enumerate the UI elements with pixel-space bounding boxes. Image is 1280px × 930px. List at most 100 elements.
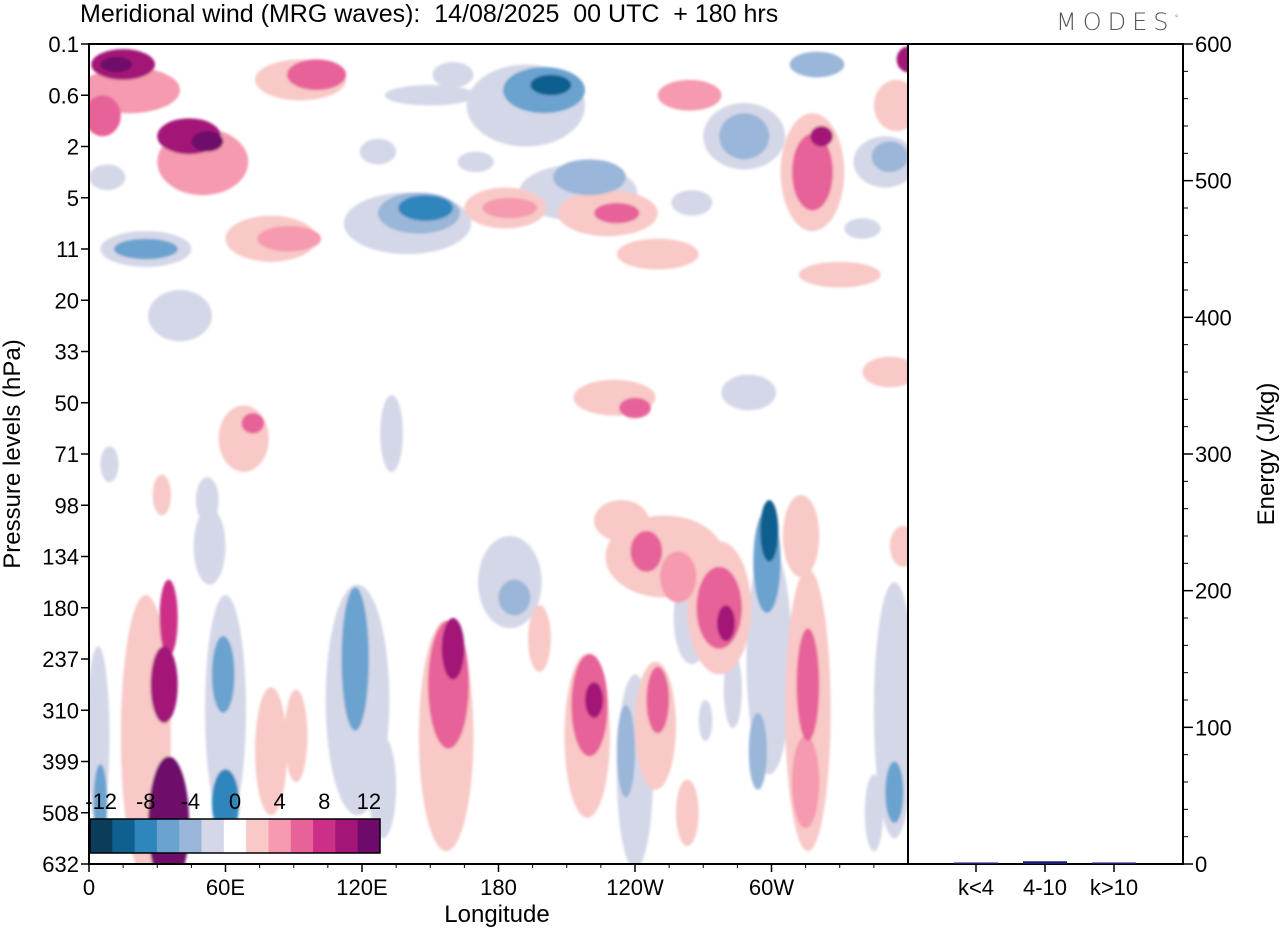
- wind-contour-positive: [873, 79, 908, 132]
- energy-tick-label: 400: [1195, 305, 1232, 330]
- x-tick-label: 120W: [606, 875, 664, 900]
- wind-contour-positive: [255, 687, 287, 816]
- y-tick-label: 11: [56, 237, 79, 262]
- wind-contour-positive: [218, 405, 269, 472]
- wind-contour-positive: [100, 56, 133, 73]
- wind-contour-positive: [528, 605, 551, 672]
- x-tick-label: 60E: [206, 875, 245, 900]
- logo-mark: °: [1174, 14, 1179, 24]
- wind-contour-positive: [284, 689, 308, 782]
- y-tick-label: 98: [55, 493, 79, 518]
- wind-contour-negative: [384, 85, 476, 106]
- pressure-axis: 0.1 0.6 2 5 11 20 33 50 71 98 134 180 237 310 399 508 63…: [42, 32, 89, 877]
- y-tick-label: 134: [42, 545, 79, 570]
- wind-contour-positive: [482, 197, 538, 219]
- colorbar-segment: [246, 819, 269, 853]
- wind-contour-negative: [671, 190, 713, 216]
- wind-contour-positive: [896, 46, 908, 73]
- wind-contour-negative: [359, 138, 397, 165]
- wind-contour-negative: [457, 151, 494, 173]
- wind-contour-negative: [553, 159, 626, 196]
- y-tick-label: 310: [42, 698, 79, 723]
- y2-axis-title: Energy (J/kg): [1253, 383, 1280, 526]
- wind-contour-negative: [616, 705, 636, 798]
- wind-contour-negative: [498, 579, 531, 616]
- wind-contour-negative: [398, 195, 454, 221]
- colorbar-segment: [357, 819, 381, 853]
- y-tick-label: 0.6: [48, 83, 79, 108]
- colorbar-segment: [313, 819, 336, 853]
- energy-category-axis: k<4 4-10 k>10: [958, 864, 1138, 900]
- wind-contour-positive: [782, 495, 820, 577]
- energy-bar: [954, 862, 998, 864]
- wind-contour-positive: [594, 202, 640, 224]
- colorbar-segment: [112, 819, 136, 853]
- energy-bar: [1023, 861, 1067, 864]
- wind-contour-negative: [748, 712, 767, 790]
- x-axis-title: Longitude: [444, 901, 549, 928]
- y-tick-label: 2: [67, 135, 79, 160]
- longitude-axis: 0 60E 120E 180 120W 60W: [83, 864, 875, 900]
- wind-contour-positive: [257, 225, 322, 252]
- wind-contour-positive: [810, 126, 833, 147]
- wind-contour-positive: [660, 551, 697, 603]
- y-tick-label: 508: [42, 801, 79, 826]
- wind-contour-positive: [191, 131, 224, 152]
- wind-contour-negative: [844, 218, 881, 239]
- energy-tick-label: 300: [1195, 442, 1232, 467]
- colorbar-label: -12: [85, 789, 117, 814]
- wind-contour-positive: [159, 579, 178, 657]
- energy-bar: [1092, 862, 1136, 864]
- colorbar: -12 -8 -4 0 4 8 12: [85, 789, 381, 854]
- wind-contour-negative: [789, 51, 845, 78]
- wind-contour-positive: [150, 646, 178, 724]
- wind-contour-positive: [89, 95, 121, 137]
- colorbar-label: -8: [136, 789, 156, 814]
- wind-contour-negative: [148, 290, 212, 342]
- colorbar-segment: [134, 819, 158, 853]
- wind-contour-positive: [862, 356, 908, 388]
- wind-contour-positive: [584, 682, 604, 718]
- energy-tick-label: 500: [1195, 169, 1232, 194]
- energy-category-label: 4-10: [1023, 875, 1067, 900]
- energy-tick-label: 100: [1195, 715, 1232, 740]
- logo-text: MODES: [1056, 8, 1175, 36]
- y-tick-label: 632: [42, 852, 79, 877]
- y-tick-label: 237: [42, 647, 79, 672]
- wind-contour-negative: [341, 587, 369, 731]
- wind-contour-positive: [791, 133, 833, 211]
- energy-tick-label: 600: [1195, 32, 1232, 57]
- wind-contour-negative: [871, 141, 908, 173]
- energy-tick-label: 200: [1195, 579, 1232, 604]
- energy-tick-label: 0: [1195, 852, 1207, 877]
- colorbar-label: 12: [357, 789, 381, 814]
- wind-contour-positive: [889, 525, 908, 567]
- wind-contour-negative: [760, 500, 779, 562]
- colorbar-label: -4: [181, 789, 201, 814]
- wind-contour-positive: [616, 238, 699, 270]
- colorbar-segment: [179, 819, 203, 853]
- energy-axis: 0 100 200 300 400 500 600: [1183, 32, 1232, 877]
- wind-contour-negative: [114, 238, 178, 260]
- wind-contour-positive: [657, 79, 722, 111]
- wind-contour-negative: [719, 113, 770, 160]
- wind-contour-negative: [380, 395, 403, 472]
- wind-contour-positive: [791, 735, 820, 829]
- wind-contour-negative: [721, 374, 777, 411]
- energy-category-label: k<4: [958, 875, 994, 900]
- y-tick-label: 0.1: [48, 32, 79, 57]
- wind-contour-negative: [193, 507, 226, 585]
- colorbar-label: 8: [318, 789, 330, 814]
- colorbar-segment: [156, 819, 180, 853]
- y-tick-label: 180: [42, 596, 79, 621]
- y-axis-title: Pressure levels (hPa): [0, 339, 26, 568]
- wind-contour-positive: [646, 666, 670, 734]
- wind-contour-negative: [432, 61, 474, 88]
- colorbar-segment: [201, 819, 225, 853]
- wind-contour-positive: [696, 566, 742, 649]
- wind-contour-positive: [675, 779, 699, 847]
- wind-contour-positive: [798, 261, 881, 288]
- y-tick-label: 50: [55, 391, 79, 416]
- wind-contour-negative: [698, 700, 713, 741]
